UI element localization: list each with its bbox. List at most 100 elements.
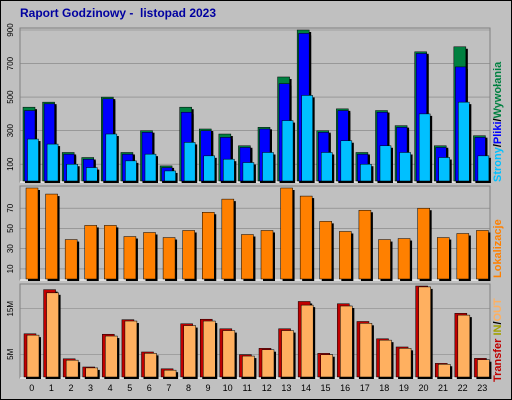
x-tick-label: 18: [379, 383, 389, 393]
x-tick-label: 15: [321, 383, 331, 393]
bar-lokalizacje: [299, 195, 313, 280]
ylabel-strony: Strony: [492, 147, 504, 182]
bar-wywolania: [458, 101, 470, 182]
x-tick-label: 4: [108, 383, 113, 393]
bar-in-out: [359, 323, 373, 378]
bar-lokalizacje: [437, 237, 450, 280]
bar-in-out: [183, 325, 196, 378]
bar-in-out: [242, 355, 255, 378]
bar-lokalizacje: [221, 198, 235, 280]
bar-wywolania: [203, 155, 215, 182]
bar-lokalizacje: [104, 225, 117, 280]
bar-lokalizacje: [339, 231, 352, 280]
x-tick-label: 13: [281, 383, 291, 393]
bar-wywolania: [144, 153, 157, 182]
panel-2-ytick-label: 10: [6, 264, 15, 273]
bar-wywolania: [242, 162, 255, 182]
bar-wywolania: [125, 160, 137, 182]
bar-in-out: [320, 354, 333, 378]
bar-in-out: [144, 353, 157, 378]
bar-lokalizacje: [260, 230, 274, 280]
x-tick-label: 6: [147, 383, 152, 393]
bar-in-out: [26, 334, 40, 378]
bar-wywolania: [360, 163, 372, 182]
bar-lokalizacje: [476, 230, 489, 280]
x-tick-label: 14: [301, 383, 311, 393]
panel-2-ytick-label: 70: [6, 203, 15, 212]
bar-in-out: [457, 314, 471, 378]
x-tick-label: 21: [438, 383, 448, 393]
bar-lokalizacje: [64, 239, 78, 280]
panel-2-ytick-label: 30: [6, 244, 15, 253]
x-tick-label: 22: [458, 383, 468, 393]
panel-1-ytick-label: 700: [6, 56, 15, 70]
panel-1-ytick-label: 500: [6, 90, 15, 104]
ylabel-sep-1: /: [492, 144, 504, 148]
x-tick-label: 23: [477, 383, 487, 393]
bar-wywolania: [164, 170, 176, 182]
bar-wywolania: [183, 142, 196, 182]
x-tick-label: 19: [399, 383, 409, 393]
bar-wywolania: [105, 133, 118, 182]
bar-wywolania: [27, 138, 39, 182]
bar-lokalizacje: [456, 233, 470, 280]
bar-lokalizacje: [25, 187, 39, 280]
bar-wywolania: [66, 163, 78, 182]
panel-3-ytick-label: 5M: [6, 348, 15, 359]
bar-in-out: [438, 364, 451, 378]
bar-lokalizacje: [378, 239, 391, 280]
bar-in-out: [477, 359, 490, 378]
bar-wywolania: [340, 140, 353, 182]
panel-1-ytick-label: 900: [6, 23, 15, 37]
bar-wywolania: [379, 145, 392, 182]
bar-lokalizacje: [417, 207, 430, 280]
bar-lokalizacje: [319, 221, 332, 280]
panel-2-ytick-label: 50: [6, 223, 15, 232]
x-tick-label: 0: [29, 383, 34, 393]
ylabel-transfer: Transfer: [492, 338, 504, 382]
bar-in-out: [163, 369, 177, 378]
x-tick-label: 5: [127, 383, 132, 393]
page-title: Raport Godzinowy - listopad 2023: [20, 6, 217, 20]
bar-lokalizacje: [143, 232, 156, 280]
bar-lokalizacje: [358, 209, 372, 280]
panel-2-ylabel: Lokalizacje: [492, 188, 504, 278]
bar-wywolania: [281, 120, 294, 182]
bar-lokalizacje: [84, 225, 97, 280]
bar-in-out: [300, 304, 314, 378]
x-tick-label: 10: [223, 383, 233, 393]
bar-wywolania: [418, 113, 431, 182]
x-tick-label: 16: [340, 383, 350, 393]
bar-in-out: [65, 359, 79, 378]
bar-in-out: [203, 320, 216, 378]
bar-in-out: [105, 335, 118, 378]
bar-wywolania: [477, 155, 490, 182]
ylabel-sep-2: /: [492, 118, 504, 122]
bar-wywolania: [223, 158, 235, 182]
bar-in-out: [379, 339, 392, 378]
x-tick-label: 20: [418, 383, 428, 393]
x-tick-label: 12: [262, 383, 272, 393]
ylabel-wywolania: Wywołania: [492, 61, 504, 119]
bar-wywolania: [301, 95, 313, 182]
bar-in-out: [85, 367, 98, 378]
bar-wywolania: [46, 143, 59, 182]
bar-lokalizacje: [162, 237, 176, 280]
bar-in-out: [281, 330, 294, 378]
bar-wywolania: [399, 152, 411, 182]
bar-in-out: [261, 349, 275, 378]
bar-in-out: [222, 330, 236, 378]
x-tick-label: 9: [206, 383, 211, 393]
panel-1-ytick-label: 100: [6, 157, 15, 171]
bar-wywolania: [262, 152, 274, 182]
bar-in-out: [398, 348, 412, 378]
panel-1-ytick-label: 300: [6, 123, 15, 137]
bar-wywolania: [321, 152, 333, 182]
bar-wywolania: [86, 167, 98, 182]
bar-lokalizacje: [397, 238, 411, 280]
ylabel-out: OUT: [492, 298, 504, 322]
bar-in-out: [124, 320, 138, 378]
panel-3-ylabel: Transfer IN/OUT: [492, 282, 504, 382]
bar-in-out: [418, 286, 431, 378]
ylabel-in: IN: [492, 324, 504, 339]
